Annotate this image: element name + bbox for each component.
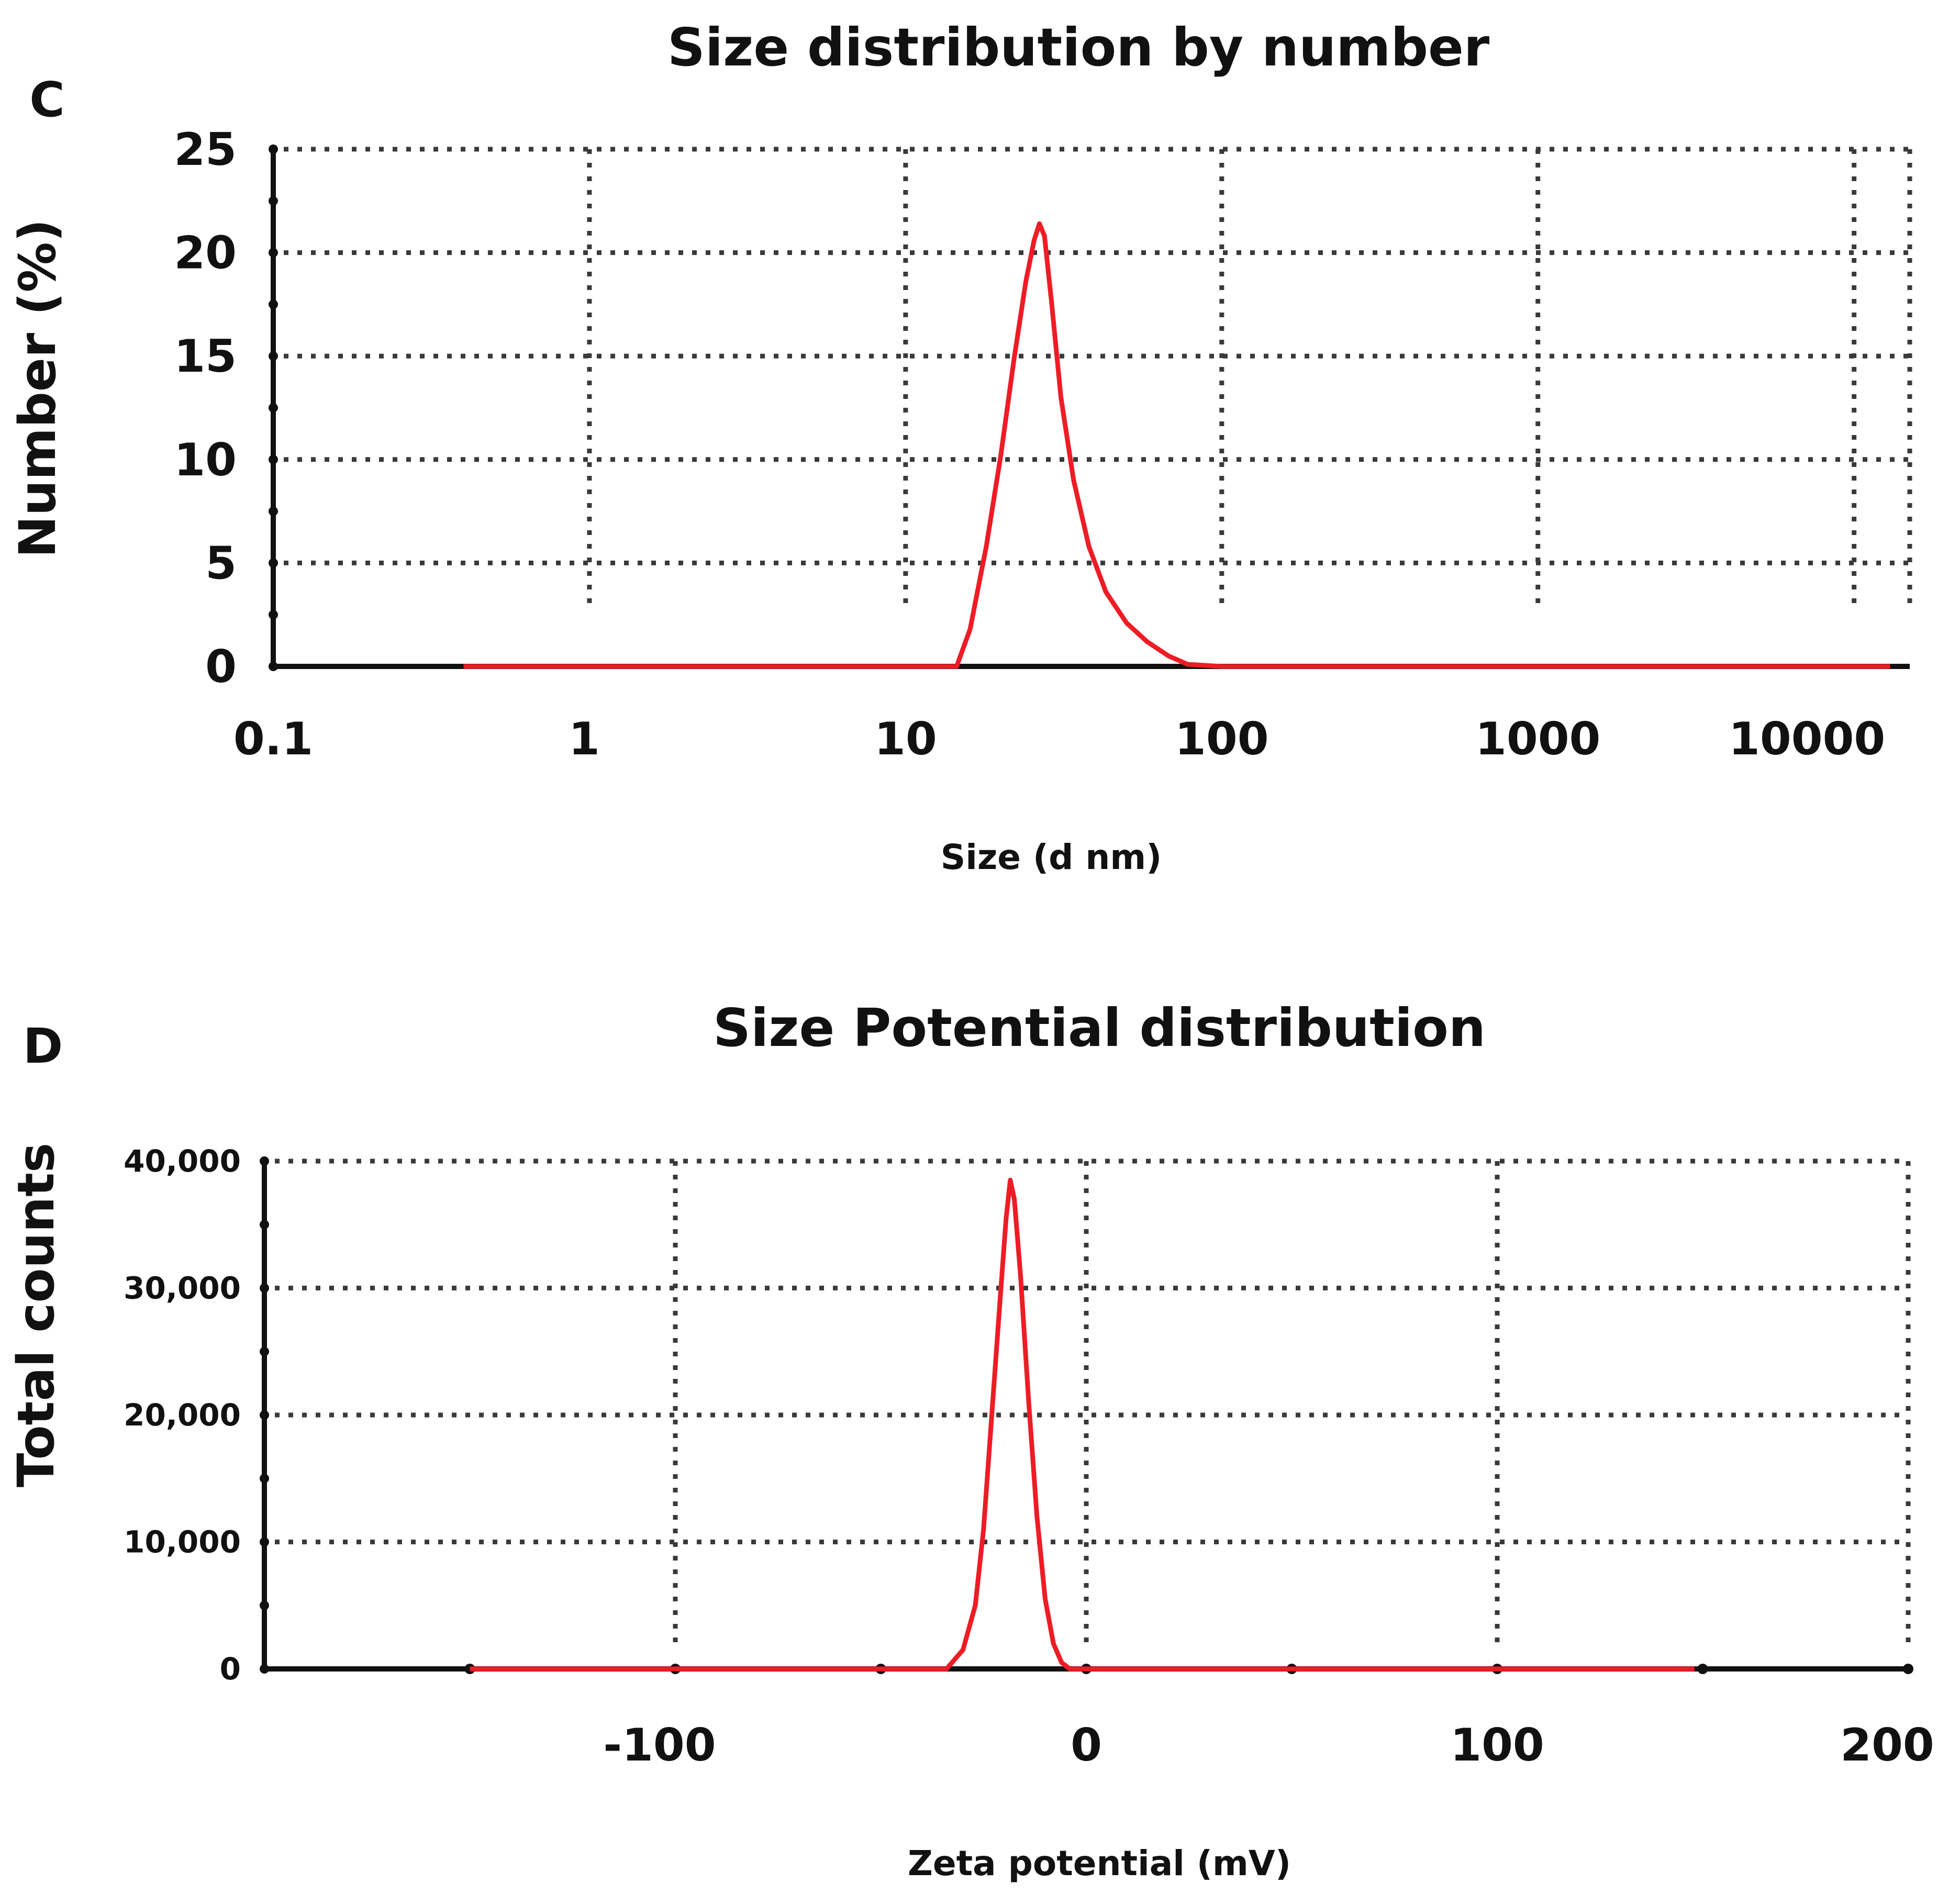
y-axis-tickmark-c [269, 506, 278, 516]
x-ticks-d: -100 0 100 200 [603, 1719, 1934, 1772]
y-axis-tickmark-c [269, 558, 278, 568]
series-line-d [470, 1177, 1695, 1672]
x-tick-label-c: 0.1 [233, 713, 313, 765]
y-axis-tickmark-d [260, 1220, 269, 1230]
y-tick-label-d: 10,000 [124, 1524, 241, 1560]
y-tick-label-d: 40,000 [124, 1143, 241, 1179]
grid-d [275, 1158, 1911, 1648]
y-axis-tickmark-c [269, 662, 278, 671]
y-tick-label-d: 20,000 [124, 1397, 241, 1433]
x-tick-label-c: 10000 [1729, 713, 1885, 765]
x-axis-label-c: Size (d nm) [941, 837, 1162, 877]
axes-c [269, 144, 1910, 671]
y-axis-tickmark-c [269, 403, 278, 413]
series-line-c [463, 221, 1890, 669]
x-tick-label-d: -100 [603, 1719, 716, 1772]
y-axis-label-d: Total counts [7, 1143, 65, 1487]
y-tick-label-c: 10 [174, 434, 237, 486]
y-axis-tickmark-c [269, 454, 278, 464]
panel-c: C Size distribution by number Number (%)… [8, 17, 1912, 877]
y-axis-tickmark-c [269, 144, 278, 154]
y-tick-label-c: 20 [174, 227, 237, 280]
series-d [470, 1177, 1695, 1672]
y-tick-label-d: 30,000 [124, 1271, 241, 1306]
chart-title-c: Size distribution by number [667, 17, 1490, 78]
y-axis-tickmark-d [260, 1410, 269, 1420]
y-axis-label-c: Number (%) [8, 219, 67, 558]
y-ticks-d: 0 10,000 20,000 30,000 40,000 [124, 1143, 241, 1687]
series-c [463, 221, 1890, 669]
panel-d: D Size Potential distribution Total coun… [7, 997, 1934, 1884]
chart-title-d: Size Potential distribution [713, 997, 1486, 1059]
y-axis-tickmark-d [260, 1600, 269, 1610]
y-tick-label-c: 5 [205, 537, 237, 589]
y-ticks-c: 0 5 10 15 20 25 [174, 124, 237, 693]
y-axis-tickmark-d [260, 1283, 269, 1293]
y-tick-label-c: 15 [174, 330, 237, 383]
x-axis-tickmark-d [1903, 1664, 1913, 1674]
y-axis-tickmark-d [260, 1346, 269, 1356]
y-axis-tickmark-c [269, 610, 278, 620]
y-axis-tickmark-d [260, 1664, 269, 1674]
y-axis-tickmark-c [269, 248, 278, 258]
y-tick-label-d: 0 [220, 1651, 241, 1687]
x-tick-label-c: 1 [569, 713, 600, 765]
x-ticks-c: 0.1 1 10 100 1000 10000 [233, 713, 1885, 765]
x-tick-label-d: 100 [1450, 1719, 1544, 1772]
y-axis-tickmark-c [269, 299, 278, 309]
x-tick-label-d: 200 [1840, 1719, 1934, 1772]
grid-c [284, 147, 1912, 609]
y-tick-label-c: 0 [205, 641, 237, 693]
x-tick-label-c: 100 [1175, 713, 1269, 765]
y-axis-tickmark-c [269, 351, 278, 361]
x-axis-label-d: Zeta potential (mV) [908, 1843, 1291, 1884]
y-axis-tickmark-c [269, 196, 278, 206]
panel-letter-d: D [23, 1018, 63, 1074]
x-tick-label-c: 10 [874, 713, 937, 765]
y-axis-tickmark-d [260, 1537, 269, 1547]
y-axis-tickmark-d [260, 1156, 269, 1166]
x-axis-tickmark-d [1697, 1664, 1708, 1674]
x-tick-label-c: 1000 [1475, 713, 1600, 765]
y-tick-label-c: 25 [174, 124, 237, 176]
y-axis-tickmark-d [260, 1474, 269, 1484]
x-tick-label-d: 0 [1071, 1719, 1102, 1772]
panel-letter-c: C [29, 72, 65, 128]
